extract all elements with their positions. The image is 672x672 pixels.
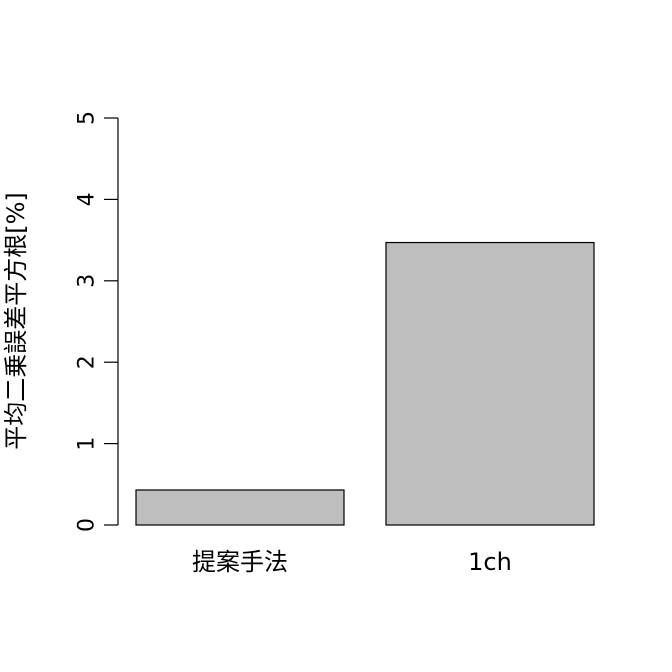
y-tick-label: 2 <box>75 355 100 369</box>
y-tick-label: 0 <box>75 518 100 532</box>
bars <box>135 241 595 526</box>
y-tick-label: 4 <box>75 192 100 206</box>
y-tick-label: 5 <box>75 111 100 125</box>
bar-0 <box>135 489 345 526</box>
y-tick-label: 1 <box>75 437 100 451</box>
x-category-label: 1ch <box>468 548 512 576</box>
y-axis-label: 平均二乗誤差平方根[%] <box>2 192 30 450</box>
y-axis: 0 1 2 3 4 5 <box>75 111 119 532</box>
y-tick-label: 3 <box>75 274 100 288</box>
x-category-label: 提案手法 <box>192 548 288 576</box>
bar-1 <box>385 241 595 526</box>
x-category-labels: 提案手法 1ch <box>192 548 512 576</box>
